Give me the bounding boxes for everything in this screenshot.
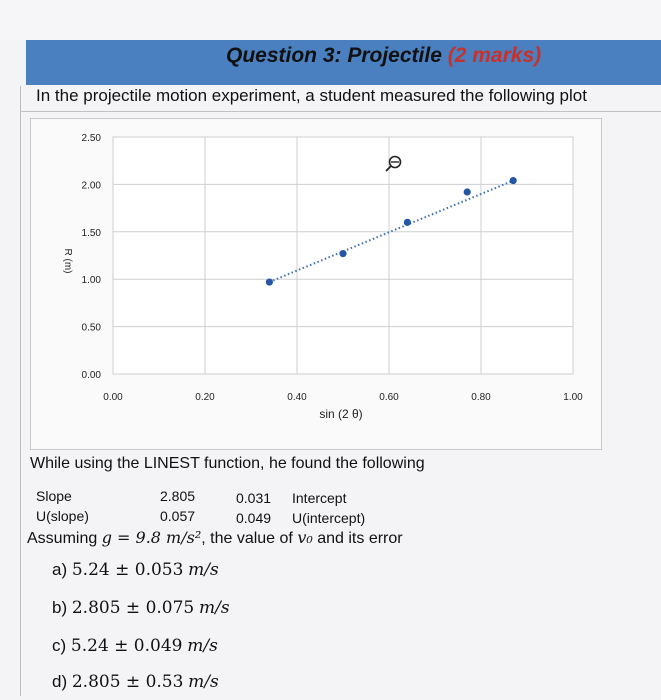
data-point [265, 278, 273, 286]
option-letter: c) [52, 636, 67, 655]
option-unit: m/s [188, 672, 219, 692]
data-point [403, 218, 411, 226]
assumption-suffix: and its error [317, 530, 403, 547]
option-b[interactable]: b) 2.805 ± 0.075 m/s [52, 598, 230, 618]
chart-frame: 0.00 0.50 1.00 1.50 2.00 2.50 0.00 0.20 0.40 0.60… [30, 118, 602, 450]
zoom-icon [388, 155, 402, 169]
x-tick-label: 0.80 [471, 392, 491, 403]
top-strip [0, 0, 661, 40]
x-tick-label: 0.60 [379, 392, 399, 403]
option-value: 2.805 ± 0.53 [71, 672, 184, 692]
trendline [269, 179, 514, 283]
assumption-line: Assuming g = 9.8 m/s², the value of v₀ a… [27, 528, 403, 548]
x-axis-title: sin (2 θ) [319, 407, 362, 421]
y-tick-label: 0.00 [82, 370, 102, 381]
v0-symbol: v₀ [297, 528, 313, 547]
assumption-prefix: Assuming [27, 530, 98, 547]
y-tick-label: 2.00 [82, 180, 102, 191]
question-marks: (2 marks) [447, 44, 542, 67]
option-a[interactable]: a) 5.24 ± 0.053 m/s [52, 560, 219, 580]
option-d[interactable]: d) 2.805 ± 0.53 m/s [52, 672, 219, 692]
divider [20, 111, 661, 112]
zoom-icon-handle [385, 165, 392, 172]
linest-intro: While using the LINEST function, he foun… [30, 455, 425, 472]
option-letter: b) [52, 598, 68, 617]
assumption-middle: , the value of [201, 530, 293, 547]
data-point [509, 177, 517, 185]
y-tick-label: 1.00 [82, 275, 102, 286]
option-value: 5.24 ± 0.049 [70, 636, 183, 656]
y-tick-label: 1.50 [82, 228, 102, 239]
data-point [339, 250, 347, 258]
x-tick-label: 0.00 [103, 392, 123, 403]
slope-label: Slope [36, 488, 72, 504]
uslope-value: 0.057 [160, 508, 196, 524]
intercept-value: 0.031 [236, 490, 272, 506]
question-header-bar [26, 40, 661, 85]
option-letter: a) [52, 560, 68, 579]
x-tick-label: 0.40 [287, 392, 307, 403]
left-border [20, 86, 21, 696]
x-tick-label: 0.20 [195, 392, 215, 403]
uslope-label: U(slope) [36, 508, 89, 524]
option-unit: m/s [188, 560, 219, 580]
uintercept-value: 0.049 [236, 510, 272, 526]
uintercept-label: U(intercept) [292, 510, 366, 526]
y-axis-title: R (m) [62, 249, 73, 274]
data-point [463, 188, 471, 196]
x-tick-label: 1.00 [563, 392, 583, 403]
option-value: 2.805 ± 0.075 [71, 598, 195, 618]
option-unit: m/s [187, 636, 218, 656]
intercept-label: Intercept [292, 490, 347, 506]
question-intro: In the projectile motion experiment, a s… [36, 86, 587, 105]
y-tick-label: 0.50 [82, 323, 102, 334]
y-tick-label: 2.50 [82, 133, 102, 144]
option-letter: d) [52, 672, 68, 691]
question-title: Question 3: Projectile (2 marks) [226, 44, 541, 68]
option-c[interactable]: c) 5.24 ± 0.049 m/s [52, 636, 218, 656]
option-unit: m/s [198, 598, 230, 618]
option-value: 5.24 ± 0.053 [71, 560, 184, 580]
question-title-text: Question 3: Projectile [226, 44, 442, 67]
slope-value: 2.805 [160, 488, 196, 504]
scatter-chart: 0.00 0.50 1.00 1.50 2.00 2.50 0.00 0.20 0.40 0.60… [62, 133, 583, 421]
gravity-expression: g = 9.8 m/s² [101, 528, 202, 547]
